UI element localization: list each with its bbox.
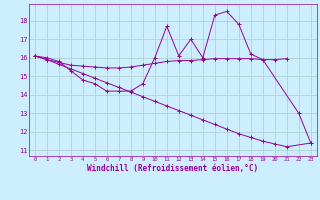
X-axis label: Windchill (Refroidissement éolien,°C): Windchill (Refroidissement éolien,°C) (87, 164, 258, 173)
